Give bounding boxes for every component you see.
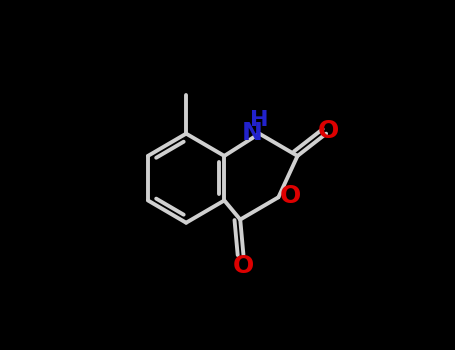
Text: O: O: [318, 119, 339, 143]
Text: N: N: [242, 121, 263, 145]
Text: O: O: [233, 254, 254, 278]
Text: H: H: [250, 110, 268, 130]
Text: O: O: [280, 184, 301, 208]
